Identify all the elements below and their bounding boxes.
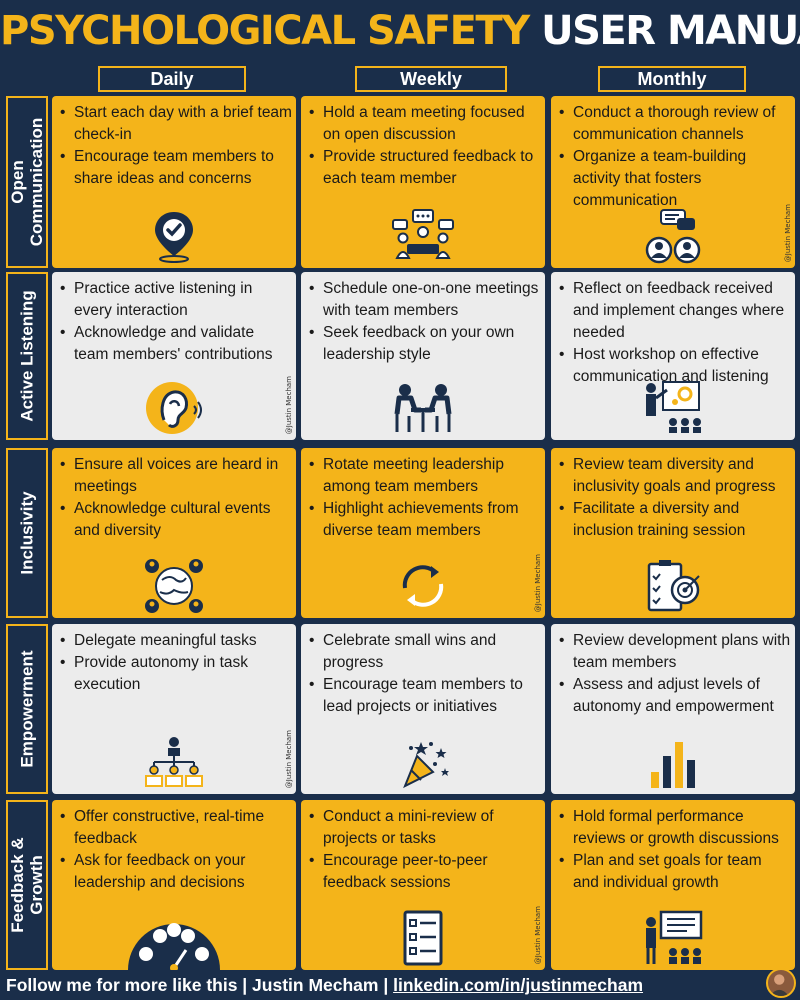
- cell-inclusivity-monthly: Review team diversity and inclusivity go…: [551, 448, 795, 618]
- footer-text: Follow me for more like this | Justin Me…: [6, 975, 394, 995]
- party-popper-icon: [403, 742, 449, 789]
- cell-open-communication-weekly: Hold a team meeting focused on open disc…: [301, 96, 545, 268]
- page-title: PSYCHOLOGICAL SAFETY USER MANUAL: [0, 4, 800, 58]
- footer: Follow me for more like this | Justin Me…: [6, 972, 760, 998]
- rotate-arrows-icon: [402, 565, 444, 607]
- row-label: Active Listening: [17, 290, 37, 422]
- conversation-icon: [645, 209, 701, 264]
- bullet: Organize a team-building activity that f…: [557, 146, 791, 212]
- bar-chart-icon: [651, 742, 695, 788]
- ear-icon: [146, 382, 202, 434]
- column-header-weekly: Weekly: [355, 66, 507, 92]
- cell-active-listening-daily: Practice active listening in every inter…: [52, 272, 296, 440]
- location-check-icon: [155, 212, 193, 263]
- bullet: Facilitate a diversity and inclusion tra…: [557, 498, 791, 542]
- satisfaction-gauge-icon: [128, 923, 220, 970]
- bullet: Acknowledge cultural events and diversit…: [58, 498, 292, 542]
- bullet: Provide structured feedback to each team…: [307, 146, 541, 190]
- row-label: Open Communication: [8, 117, 46, 247]
- bullet: Review team diversity and inclusivity go…: [557, 454, 791, 498]
- row-label: Inclusivity: [17, 491, 37, 575]
- cell-feedback-growth-monthly: Hold formal performance reviews or growt…: [551, 800, 795, 970]
- cell-inclusivity-daily: Ensure all voices are heard in meetings …: [52, 448, 296, 618]
- goal-checklist-icon: [647, 560, 700, 612]
- watermark: @Justin Mecham: [534, 553, 542, 612]
- bullet: Review development plans with team membe…: [557, 630, 791, 674]
- title-part-1: PSYCHOLOGICAL SAFETY: [0, 8, 530, 54]
- bullet: Start each day with a brief team check-i…: [58, 102, 292, 146]
- row-header-feedback-growth: Feedback & Growth: [6, 800, 48, 970]
- row-header-open-communication: Open Communication: [6, 96, 48, 268]
- bullet: Hold formal performance reviews or growt…: [557, 806, 791, 850]
- team-meeting-icon: [392, 209, 454, 259]
- org-chart-icon: [145, 737, 203, 787]
- presentation-icon: [646, 910, 703, 964]
- bullet: Highlight achievements from diverse team…: [307, 498, 541, 542]
- watermark: @Justin Mecham: [784, 203, 792, 262]
- row-label: Empowerment: [17, 650, 37, 768]
- bullet: Rotate meeting leadership among team mem…: [307, 454, 541, 498]
- title-part-2: USER MANUAL: [541, 8, 800, 54]
- bullet: Practice active listening in every inter…: [58, 278, 292, 322]
- column-header-daily: Daily: [98, 66, 246, 92]
- cell-open-communication-monthly: Conduct a thorough review of communicati…: [551, 96, 795, 268]
- bullet: Encourage peer-to-peer feedback sessions: [307, 850, 541, 894]
- cell-feedback-growth-daily: Offer constructive, real-time feedback A…: [52, 800, 296, 970]
- bullet: Delegate meaningful tasks: [58, 630, 292, 652]
- bullet: Plan and set goals for team and individu…: [557, 850, 791, 894]
- bullet: Hold a team meeting focused on open disc…: [307, 102, 541, 146]
- row-header-active-listening: Active Listening: [6, 272, 48, 440]
- watermark: @Justin Mecham: [285, 375, 293, 434]
- watermark: @Justin Mecham: [534, 905, 542, 964]
- bullet: Encourage team members to share ideas an…: [58, 146, 292, 190]
- cell-inclusivity-weekly: Rotate meeting leadership among team mem…: [301, 448, 545, 618]
- cell-empowerment-daily: Delegate meaningful tasks Provide autono…: [52, 624, 296, 794]
- bullet: Acknowledge and validate team members' c…: [58, 322, 292, 366]
- bullet: Conduct a thorough review of communicati…: [557, 102, 791, 146]
- workshop-icon: [646, 381, 701, 433]
- bullet: Seek feedback on your own leadership sty…: [307, 322, 541, 366]
- bullet: Ask for feedback on your leadership and …: [58, 850, 292, 894]
- one-on-one-icon: [394, 384, 452, 432]
- bullet: Assess and adjust levels of autonomy and…: [557, 674, 791, 718]
- bullet: Host workshop on effective communication…: [557, 344, 791, 388]
- cell-empowerment-monthly: Review development plans with team membe…: [551, 624, 795, 794]
- row-header-inclusivity: Inclusivity: [6, 448, 48, 618]
- cell-feedback-growth-weekly: Conduct a mini-review of projects or tas…: [301, 800, 545, 970]
- bullet: Reflect on feedback received and impleme…: [557, 278, 791, 344]
- checklist-icon: [403, 910, 443, 966]
- avatar: [766, 968, 796, 998]
- bullet: Encourage team members to lead projects …: [307, 674, 541, 718]
- bullet: Celebrate small wins and progress: [307, 630, 541, 674]
- linkedin-link[interactable]: linkedin.com/in/justinmecham: [393, 975, 644, 995]
- cell-active-listening-weekly: Schedule one-on-one meetings with team m…: [301, 272, 545, 440]
- cell-active-listening-monthly: Reflect on feedback received and impleme…: [551, 272, 795, 440]
- person-photo-icon: [769, 974, 789, 996]
- cell-empowerment-weekly: Celebrate small wins and progress Encour…: [301, 624, 545, 794]
- watermark: @Justin Mecham: [285, 729, 293, 788]
- column-header-monthly: Monthly: [598, 66, 746, 92]
- row-label: Feedback & Growth: [8, 837, 46, 933]
- global-people-icon: [145, 559, 203, 613]
- bullet: Schedule one-on-one meetings with team m…: [307, 278, 541, 322]
- bullet: Ensure all voices are heard in meetings: [58, 454, 292, 498]
- bullet: Offer constructive, real-time feedback: [58, 806, 292, 850]
- cell-open-communication-daily: Start each day with a brief team check-i…: [52, 96, 296, 268]
- bullet: Conduct a mini-review of projects or tas…: [307, 806, 541, 850]
- row-header-empowerment: Empowerment: [6, 624, 48, 794]
- bullet: Provide autonomy in task execution: [58, 652, 292, 696]
